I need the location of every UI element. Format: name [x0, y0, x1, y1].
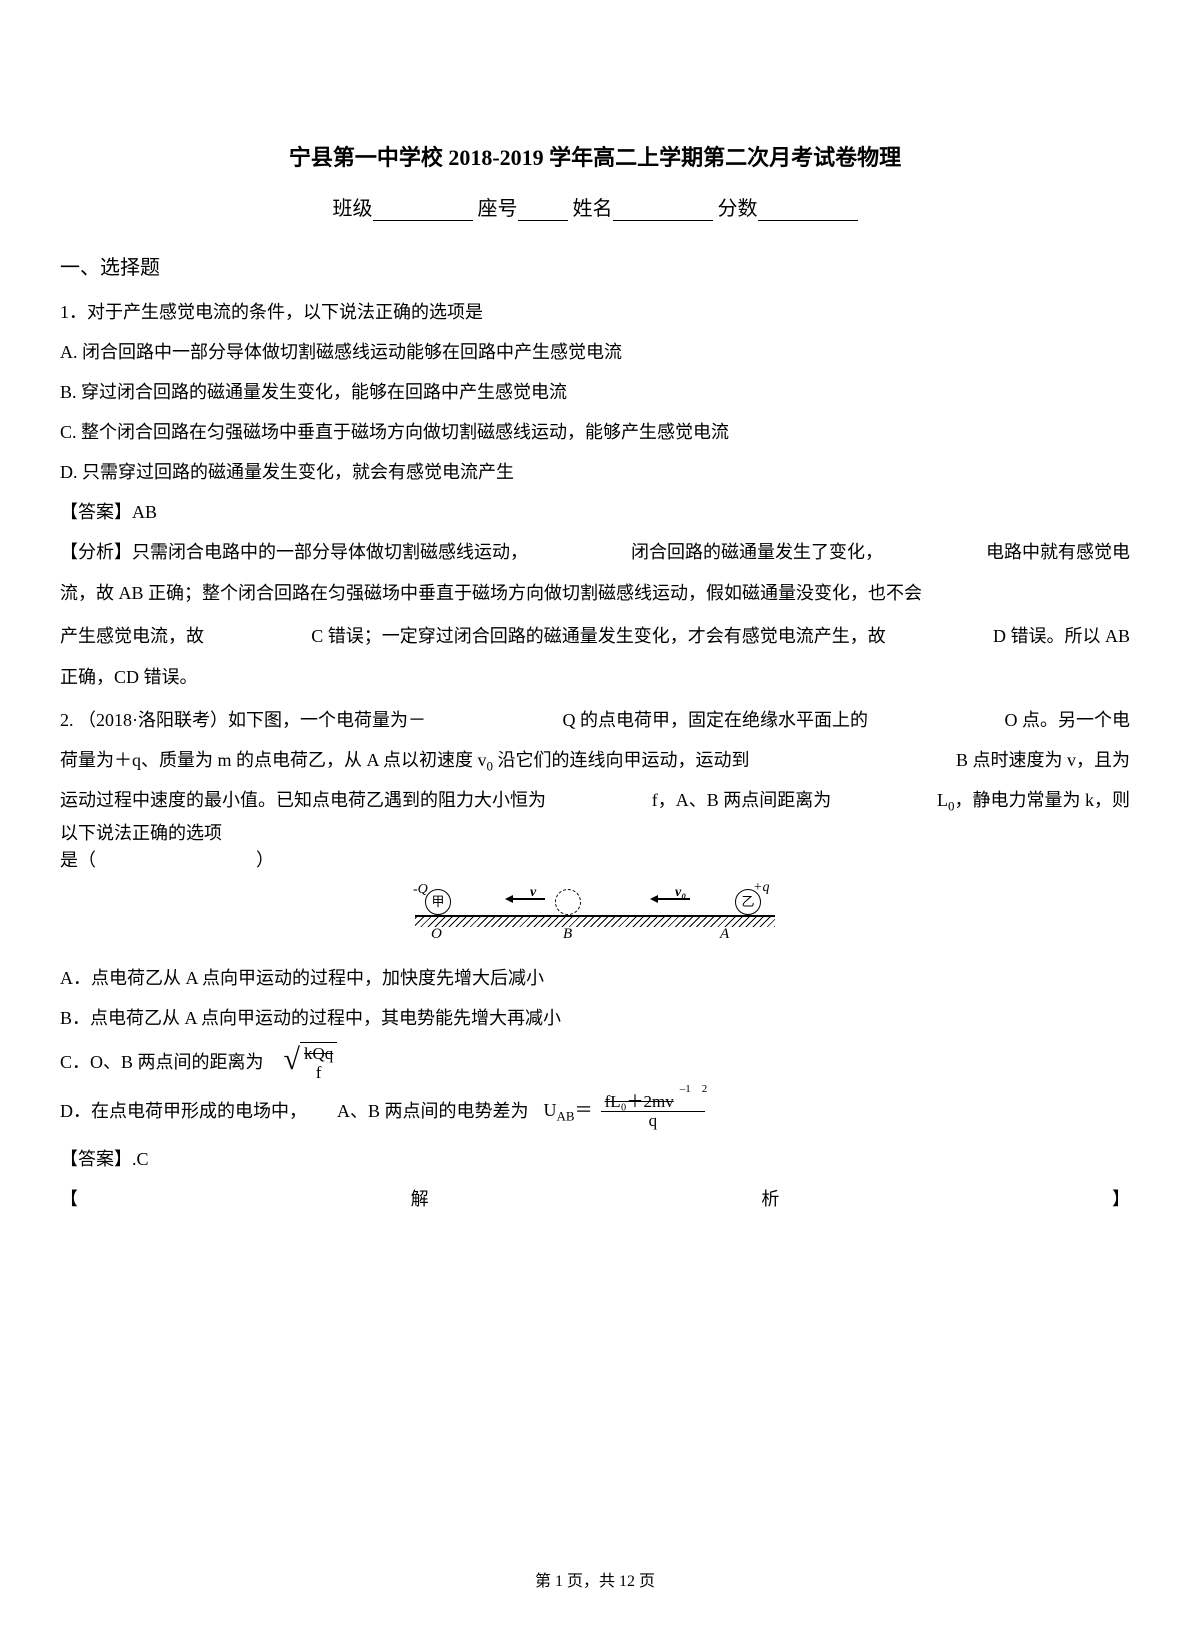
q2-l5b: ）: [256, 846, 274, 875]
label-name: 姓名: [573, 198, 613, 220]
charge-mid: [555, 889, 581, 915]
q2-optd-b: A、B 两点间的电势差为: [337, 1097, 529, 1126]
fraction-icon: fL₀＋2mv–1 2 q: [601, 1093, 706, 1131]
charge-yi: 乙: [735, 889, 761, 915]
q2-optd-num: fL₀＋2mv: [605, 1092, 674, 1111]
q1-ana-1a: 【分析】只需闭合电路中的一部分导体做切割磁感线运动，: [60, 534, 528, 570]
q1-ana-3c: D 错误。所以 AB: [993, 618, 1130, 654]
q1-option-b: B. 穿过闭合回路的磁通量发生变化，能够在回路中产生感觉电流: [60, 374, 1130, 410]
q2-l2b: B 点时速度为 v，且为: [956, 741, 1130, 781]
section-heading: 一、选择题: [60, 251, 1130, 280]
q2-ana-close: 】: [1112, 1181, 1130, 1217]
student-info-line: 班级 座号 姓名 分数: [60, 192, 1130, 221]
q2-option-a: A．点电荷乙从 A 点向甲运动的过程中，加快度先增大后减小: [60, 960, 1130, 996]
q2-optd-sup: –1 2: [680, 1083, 708, 1095]
blank-class[interactable]: [373, 201, 473, 221]
q2-analysis: 【 解 析 】: [60, 1181, 1130, 1217]
q2-l5a: 是（: [60, 846, 96, 875]
label-b: B: [563, 926, 572, 943]
q1-ana-1c: 电路中就有感觉电: [986, 534, 1130, 570]
q2-optc-text: C．O、B 两点间的距离为: [60, 1048, 264, 1077]
q1-analysis-3: 产生感觉电流，故 C 错误；一定穿过闭合回路的磁通量发生变化，才会有感觉电流产生…: [60, 618, 1130, 654]
q1-stem: 1．对于产生感觉电流的条件，以下说法正确的选项是: [60, 294, 1130, 330]
exam-title: 宁县第一中学校 2018-2019 学年高二上学期第二次月考试卷物理: [60, 140, 1130, 172]
q1-analysis-1: 【分析】只需闭合电路中的一部分导体做切割磁感线运动， 闭合回路的磁通量发生了变化…: [60, 534, 1130, 570]
q2-answer: 【答案】.C: [60, 1141, 1130, 1177]
q1-option-d: D. 只需穿过回路的磁通量发生变化，就会有感觉电流产生: [60, 454, 1130, 490]
arrow-v-line: [510, 898, 545, 900]
arrow-v0-line: [655, 898, 690, 900]
q2-l1c: O 点。另一个电: [1005, 701, 1131, 741]
q1-analysis-4: 正确，CD 错误。: [60, 658, 1130, 698]
q2-diagram: -Q 甲 O v B v₀ +q 乙 A: [60, 880, 1130, 955]
blank-score[interactable]: [758, 201, 858, 221]
q2-ana-mid2: 析: [761, 1181, 779, 1217]
q1-ana-1b: 闭合回路的磁通量发生了变化，: [631, 534, 883, 570]
q1-analysis-2: 流，故 AB 正确；整个闭合回路在匀强磁场中垂直于磁场方向做切割磁感线运动，假如…: [60, 574, 1130, 614]
label-seat: 座号: [478, 198, 518, 220]
q2-optd-a: D．在点电荷甲形成的电场中，: [60, 1097, 307, 1126]
label-score: 分数: [718, 198, 758, 220]
page-number: 第 1 页，共 12 页: [0, 1567, 1190, 1591]
q2-l3b: f，A、B 两点间距离为: [652, 781, 832, 821]
sqrt-icon: √ kQq f: [284, 1042, 338, 1082]
q1-answer: 【答案】AB: [60, 494, 1130, 530]
q2-option-c: C．O、B 两点间的距离为 √ kQq f: [60, 1042, 1130, 1082]
q1-option-c: C. 整个闭合回路在匀强磁场中垂直于磁场方向做切割磁感线运动，能够产生感觉电流: [60, 414, 1130, 450]
q1-ana-3b: C 错误；一定穿过闭合回路的磁通量发生变化，才会有感觉电流产生，故: [311, 618, 886, 654]
q2-option-b: B．点电荷乙从 A 点向甲运动的过程中，其电势能先增大再减小: [60, 1000, 1130, 1036]
q2-l1b: Q 的点电荷甲，固定在绝缘水平面上的: [563, 701, 869, 741]
arrow-v0-head: [650, 895, 658, 903]
arrow-v-head: [505, 895, 513, 903]
label-class: 班级: [333, 198, 373, 220]
q2-optd-uab: UAB＝: [544, 1096, 593, 1127]
q1-option-a: A. 闭合回路中一部分导体做切割磁感线运动能够在回路中产生感觉电流: [60, 334, 1130, 370]
q2-option-d: D．在点电荷甲形成的电场中， A、B 两点间的电势差为 UAB＝ fL₀＋2mv…: [60, 1093, 1130, 1131]
label-o: O: [431, 926, 442, 943]
q2-l2a: 荷量为＋q、质量为 m 的点电荷乙，从 A 点以初速度 v0 沿它们的连线向甲运…: [60, 741, 750, 781]
charge-jia: 甲: [425, 889, 451, 915]
q2-optd-den: q: [645, 1112, 662, 1131]
q2-stem-bracket: 是（ ）: [60, 846, 1130, 875]
q1-ana-3a: 产生感觉电流，故: [60, 618, 204, 654]
q2-optc-den: f: [316, 1064, 322, 1083]
blank-seat[interactable]: [518, 201, 568, 221]
q2-stem: 2. （2018·洛阳联考）如下图，一个电荷量为－ Q 的点电荷甲，固定在绝缘水…: [60, 701, 1130, 875]
q2-l4: 以下说法正确的选项: [60, 821, 1130, 846]
q2-l3a: 运动过程中速度的最小值。已知点电荷乙遇到的阻力大小恒为: [60, 781, 546, 821]
q2-ana-mid: 解: [411, 1181, 429, 1217]
q2-l1a: 2. （2018·洛阳联考）如下图，一个电荷量为－: [60, 701, 426, 741]
label-a: A: [720, 926, 729, 943]
q2-ana-open: 【: [60, 1181, 78, 1217]
q2-l3c: L0，静电力常量为 k，则: [937, 781, 1130, 821]
blank-name[interactable]: [613, 201, 713, 221]
q2-optc-num: kQq: [304, 1045, 333, 1064]
